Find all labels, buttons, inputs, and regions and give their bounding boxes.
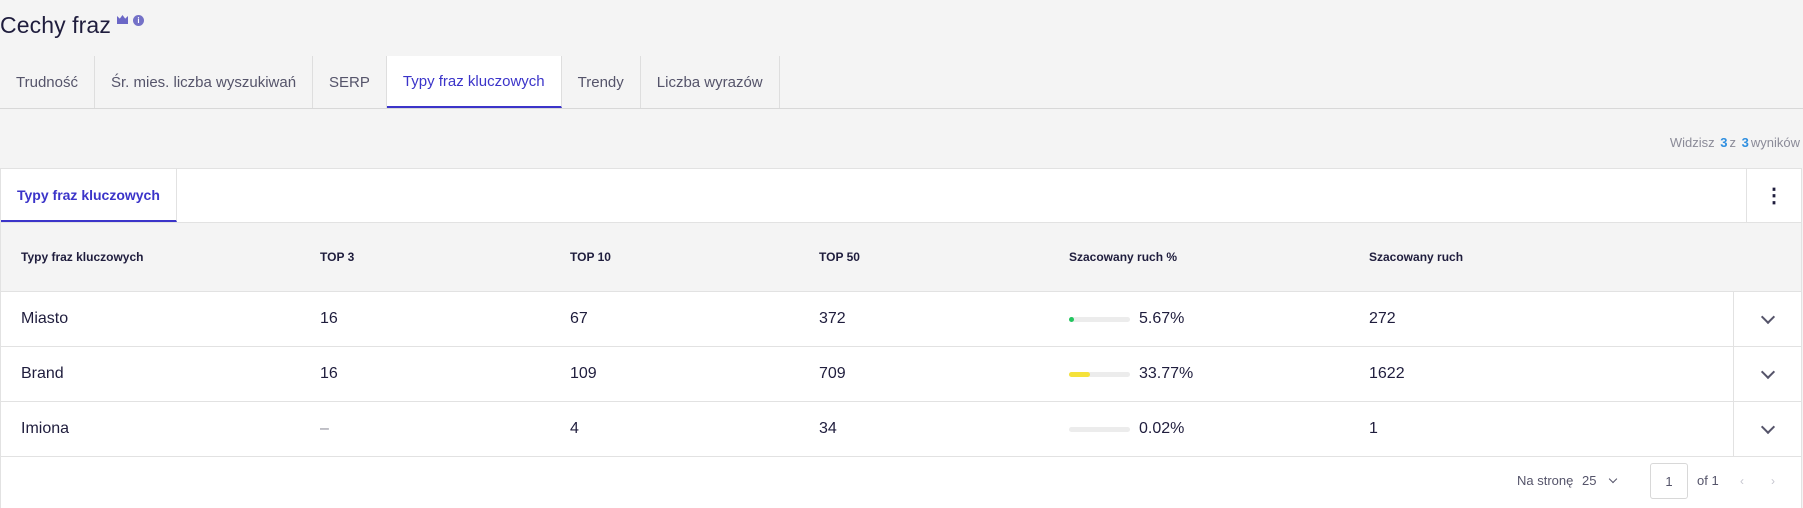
results-total: 3 (1741, 135, 1749, 150)
column-header-top3[interactable]: TOP 3 (320, 250, 355, 264)
expand-row-button[interactable] (1733, 292, 1801, 346)
chevron-down-icon (1760, 419, 1775, 435)
traffic-pct-value: 5.67% (1139, 310, 1185, 327)
page-number-input[interactable] (1650, 463, 1688, 499)
cell-top3: 16 (320, 365, 338, 382)
tab-trends[interactable]: Trendy (562, 56, 641, 108)
next-page-button[interactable]: › (1771, 473, 1775, 488)
traffic-share-bar (1069, 371, 1130, 377)
tab-serp[interactable]: SERP (313, 56, 387, 108)
page-header: Cechy fraz i (0, 8, 144, 42)
info-icon[interactable]: i (132, 15, 144, 26)
tab-keyword-types-table[interactable]: Typy fraz kluczowych (1, 169, 177, 222)
feature-tabs: Trudność Śr. mies. liczba wyszukiwań SER… (0, 56, 1803, 109)
per-page-label: Na stronę (1517, 473, 1574, 488)
expand-row-button[interactable] (1733, 347, 1801, 401)
more-vertical-icon[interactable]: ⋮ (1746, 169, 1801, 222)
cell-top50: 372 (819, 310, 846, 327)
results-prefix: Widzisz (1669, 135, 1715, 150)
results-suffix: wyników (1750, 135, 1800, 150)
cell-traffic: 1 (1369, 420, 1378, 437)
panel-tabs: Typy fraz kluczowych ⋮ (1, 169, 1801, 223)
chevron-down-icon (1760, 309, 1775, 325)
table-row: Imiona – 4 34 0.02% 1 (1, 402, 1801, 457)
column-header-traffic[interactable]: Szacowany ruch (1369, 250, 1464, 264)
cell-top10: 67 (570, 310, 588, 327)
traffic-pct-value: 0.02% (1139, 420, 1185, 437)
page-title: Cechy fraz (0, 11, 111, 38)
tab-trudnosc[interactable]: Trudność (0, 56, 95, 108)
table-header: Typy fraz kluczowych TOP 3 TOP 10 TOP 50… (1, 223, 1801, 292)
cell-type: Miasto (21, 310, 69, 327)
cell-top3: – (320, 420, 329, 437)
tab-word-count[interactable]: Liczba wyrazów (641, 56, 780, 108)
expand-row-button[interactable] (1733, 402, 1801, 456)
cell-top10: 109 (570, 365, 597, 382)
column-header-traffic-pct[interactable]: Szacowany ruch % (1069, 250, 1178, 264)
crown-icon (116, 15, 128, 24)
column-header-top10[interactable]: TOP 10 (570, 250, 611, 264)
cell-traffic: 1622 (1369, 365, 1405, 382)
per-page-value: 25 (1582, 473, 1597, 488)
cell-type: Brand (21, 365, 64, 382)
cell-top10: 4 (570, 420, 579, 437)
cell-type: Imiona (21, 420, 70, 437)
cell-traffic-pct: 33.77% (1069, 347, 1193, 401)
cell-top50: 709 (819, 365, 846, 382)
table-row: Miasto 16 67 372 5.67% 272 (1, 292, 1801, 347)
per-page-select[interactable]: 25 (1582, 453, 1618, 508)
cell-traffic-pct: 5.67% (1069, 292, 1184, 346)
cell-top50: 34 (819, 420, 837, 437)
page-count-label: of 1 (1697, 473, 1719, 488)
results-shown: 3 (1720, 135, 1728, 150)
traffic-share-fill (1069, 316, 1074, 322)
results-of: z (1729, 135, 1737, 150)
table-row: Brand 16 109 709 33.77% 1622 (1, 347, 1801, 402)
traffic-share-bar (1069, 426, 1130, 432)
cell-traffic-pct: 0.02% (1069, 402, 1184, 456)
cell-traffic: 272 (1369, 310, 1396, 327)
traffic-share-fill (1069, 371, 1090, 377)
tab-avg-monthly-searches[interactable]: Śr. mies. liczba wyszukiwań (95, 56, 314, 108)
column-header-type[interactable]: Typy fraz kluczowych (21, 250, 144, 264)
column-header-top50[interactable]: TOP 50 (819, 250, 860, 264)
pagination: Na stronę 25 of 1 ‹ › (1, 453, 1801, 508)
keyword-types-panel: Typy fraz kluczowych ⋮ Typy fraz kluczow… (0, 168, 1802, 508)
chevron-down-icon (1760, 364, 1775, 380)
cell-top3: 16 (320, 310, 338, 327)
traffic-share-bar (1069, 316, 1130, 322)
traffic-pct-value: 33.77% (1139, 365, 1194, 382)
chevron-down-icon (1609, 474, 1618, 484)
previous-page-button[interactable]: ‹ (1740, 473, 1744, 488)
tab-keyword-types[interactable]: Typy fraz kluczowych (386, 56, 562, 108)
